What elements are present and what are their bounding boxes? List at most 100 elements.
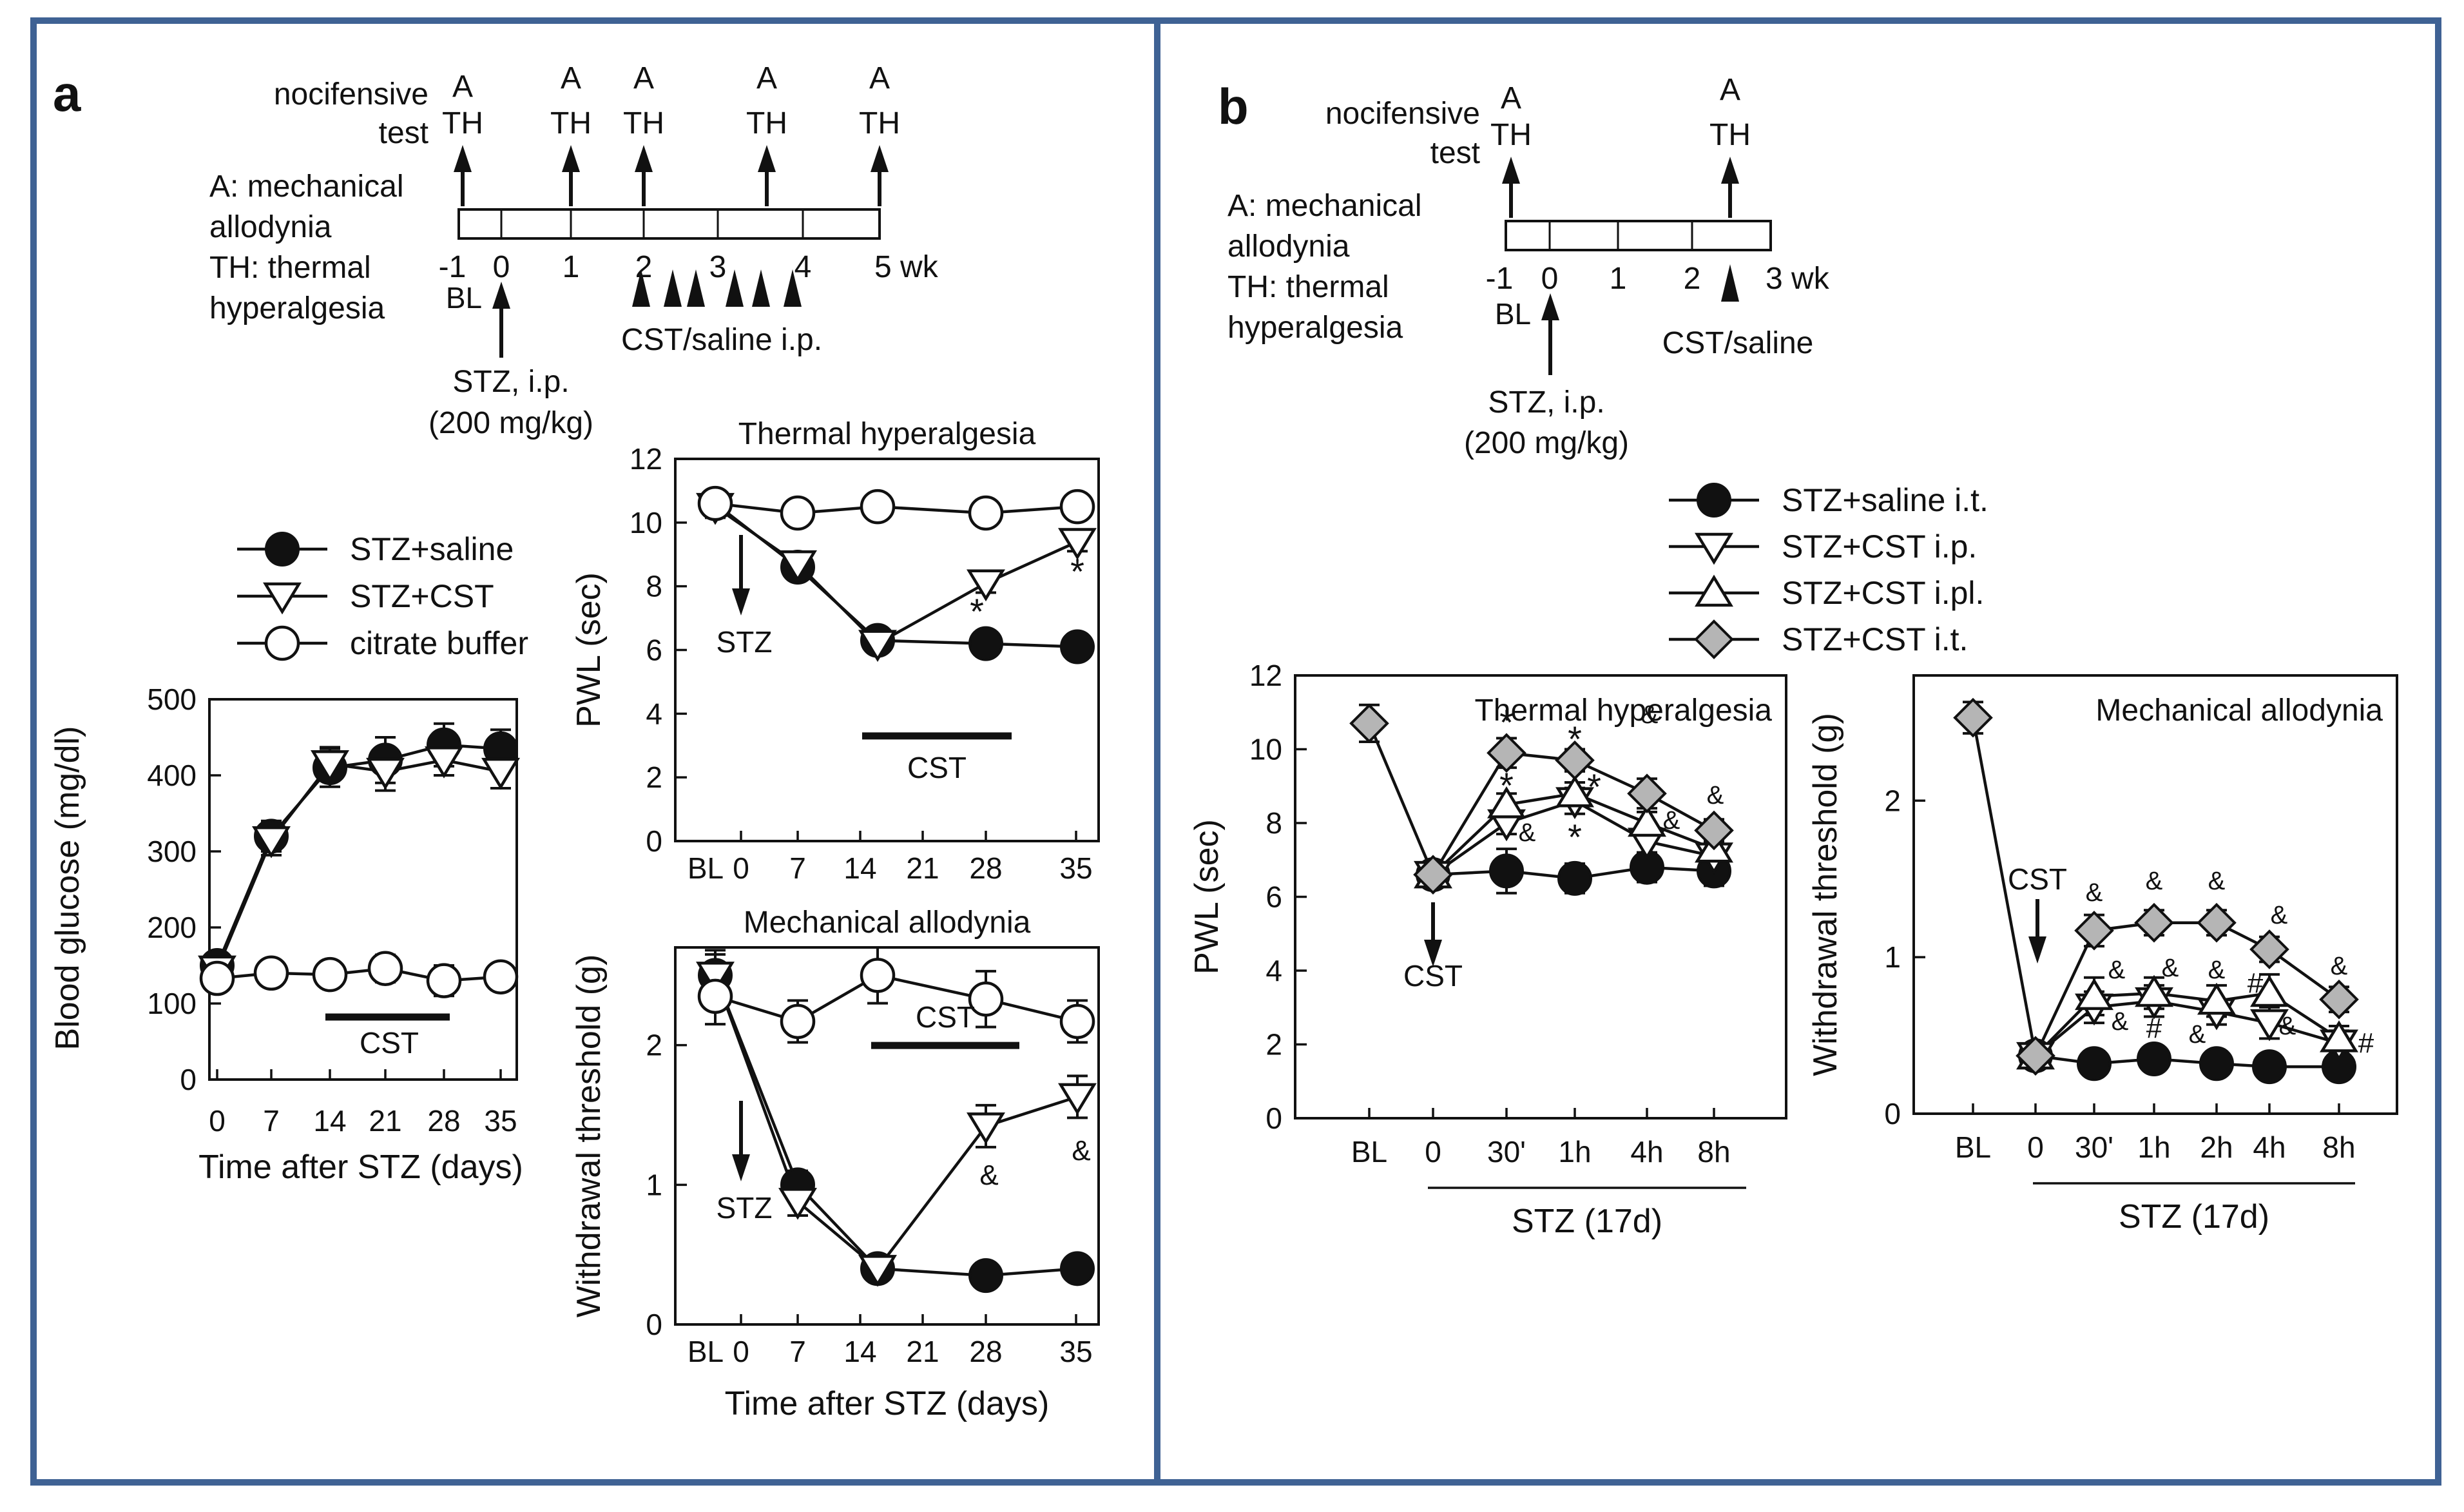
a-legend: STZ+saline STZ+CST citrate buffer [237, 531, 528, 661]
chart-mech-b: 0 1 2 BL 0 30' 1h 2h 4h 8h Mechanical allodynia STZ… [1807, 674, 2398, 1236]
timeline-tick-label: -1 [439, 250, 467, 284]
test-th-label: TH [1709, 118, 1751, 152]
y-tick-label: 8 [1266, 806, 1282, 840]
data-point [697, 485, 733, 521]
y-axis-title: Withdrawal threshold (g) [570, 955, 608, 1318]
data-point [1060, 1251, 1095, 1286]
cst-arrow-head [1424, 940, 1442, 967]
significance-mark: & [1641, 701, 1659, 729]
plot-frame [208, 698, 518, 1081]
stz-label: STZ [717, 625, 773, 659]
x-tick-label: 7 [263, 1104, 280, 1138]
significance-mark: * [1070, 551, 1084, 592]
significance-mark: # [2247, 967, 2264, 999]
data-point [968, 1258, 1003, 1294]
timeline-bar [457, 208, 881, 240]
x-axis-title: STZ (17d) [1512, 1203, 1662, 1240]
x-tick-label: 2h [2200, 1130, 2233, 1164]
significance-mark: & [2189, 1020, 2206, 1049]
y-tick-label: 2 [646, 1029, 662, 1062]
significance-mark: & [2108, 956, 2126, 984]
data-point [968, 981, 1004, 1017]
legend-marker [264, 625, 300, 661]
series-line [713, 974, 1078, 1271]
x-tick-label: 35 [1059, 851, 1092, 885]
y-tick-label: 1 [646, 1168, 662, 1201]
b-legend-line-1: A: mechanical [1227, 189, 1421, 223]
a-nocifensive-label: nocifensive [274, 77, 428, 111]
x-tick-label: 28 [969, 851, 1002, 885]
timeline-tick-label: 5 wk [874, 250, 939, 284]
timeline-tick-label: -1 [1486, 262, 1514, 296]
x-tick-label: 0 [733, 851, 749, 885]
b-legend: STZ+saline i.t. STZ+CST i.p. STZ+CST i.pl.… [1669, 482, 1988, 659]
chart-title: Thermal hyperalgesia [738, 417, 1036, 451]
data-point [425, 746, 463, 779]
x-tick-label: 1h [2137, 1130, 2170, 1164]
data-point [1555, 775, 1594, 808]
data-point [253, 955, 289, 991]
significance-mark: & [1072, 1135, 1090, 1167]
cst-arrowhead [752, 269, 770, 307]
data-point [2197, 902, 2237, 943]
legend-label: citrate buffer [350, 625, 528, 661]
data-point [1060, 629, 1095, 664]
y-tick-label: 10 [1249, 733, 1282, 766]
test-arrow-head [454, 145, 472, 172]
legend-label: STZ+CST i.pl. [1782, 575, 1984, 611]
chart-blood-glucose: 0 100 200 300 400 500 0 7 14 21 28 35 CST Time after … [49, 683, 523, 1186]
data-point [1058, 1083, 1097, 1116]
significance-mark: & [1707, 781, 1724, 809]
data-point [858, 630, 897, 662]
stz-label: STZ [717, 1191, 773, 1225]
a-legend-line-4: hyperalgesia [209, 291, 385, 325]
data-point [1694, 810, 1734, 851]
significance-mark: & [2208, 956, 2226, 984]
a-cst-saline-label: CST/saline i.p. [621, 323, 822, 357]
chart-title: Thermal hyperalgesia [1474, 693, 1772, 728]
test-th-label: TH [746, 106, 787, 141]
y-tick-label: 4 [1266, 954, 1282, 987]
data-point [366, 757, 405, 790]
x-tick-label: BL [688, 1335, 724, 1368]
plot-frame [1912, 674, 2398, 1115]
x-tick-label: 14 [843, 1335, 876, 1368]
a-legend-line-3: TH: thermal [209, 251, 371, 285]
data-point [2135, 974, 2173, 1007]
data-point [2320, 1020, 2358, 1052]
timeline-tick-label: 1 [563, 250, 580, 284]
data-point [1059, 1003, 1095, 1040]
legend-marker [1694, 619, 1734, 659]
y-tick-label: 500 [147, 683, 197, 716]
x-tick-label: 21 [906, 1335, 939, 1368]
legend-marker [1697, 483, 1731, 518]
test-a-label: A [561, 61, 581, 95]
timeline-tick-label: 2 [1684, 262, 1701, 296]
series-line [215, 759, 501, 970]
data-point [1059, 489, 1095, 525]
cst-arrowhead [784, 269, 802, 307]
data-point [778, 550, 817, 583]
cst-label: CST [360, 1026, 419, 1060]
significance-mark: & [2271, 901, 2288, 929]
timeline-tick-label: 4 [794, 250, 812, 284]
x-tick-label: 4h [1630, 1135, 1663, 1168]
test-a-label: A [633, 61, 654, 95]
x-tick-label: 21 [369, 1104, 401, 1138]
data-point [252, 826, 291, 858]
test-arrow-head [758, 145, 776, 172]
significance-mark: & [2279, 1012, 2296, 1040]
y-tick-label: 100 [147, 987, 197, 1020]
data-point [860, 489, 896, 525]
y-tick-label: 1 [1884, 940, 1901, 974]
significance-mark: * [1499, 765, 1514, 806]
data-point [426, 963, 462, 998]
data-point [1555, 740, 1595, 780]
timeline-tick-label: 1 [1610, 262, 1627, 296]
legend-label: STZ+CST i.p. [1782, 528, 1977, 565]
x-tick-label: 28 [427, 1104, 460, 1138]
legend-label: STZ+CST i.t. [1782, 621, 1968, 657]
series-line [714, 505, 1078, 646]
data-point [860, 958, 896, 993]
cst-arrow-head [2028, 936, 2046, 964]
